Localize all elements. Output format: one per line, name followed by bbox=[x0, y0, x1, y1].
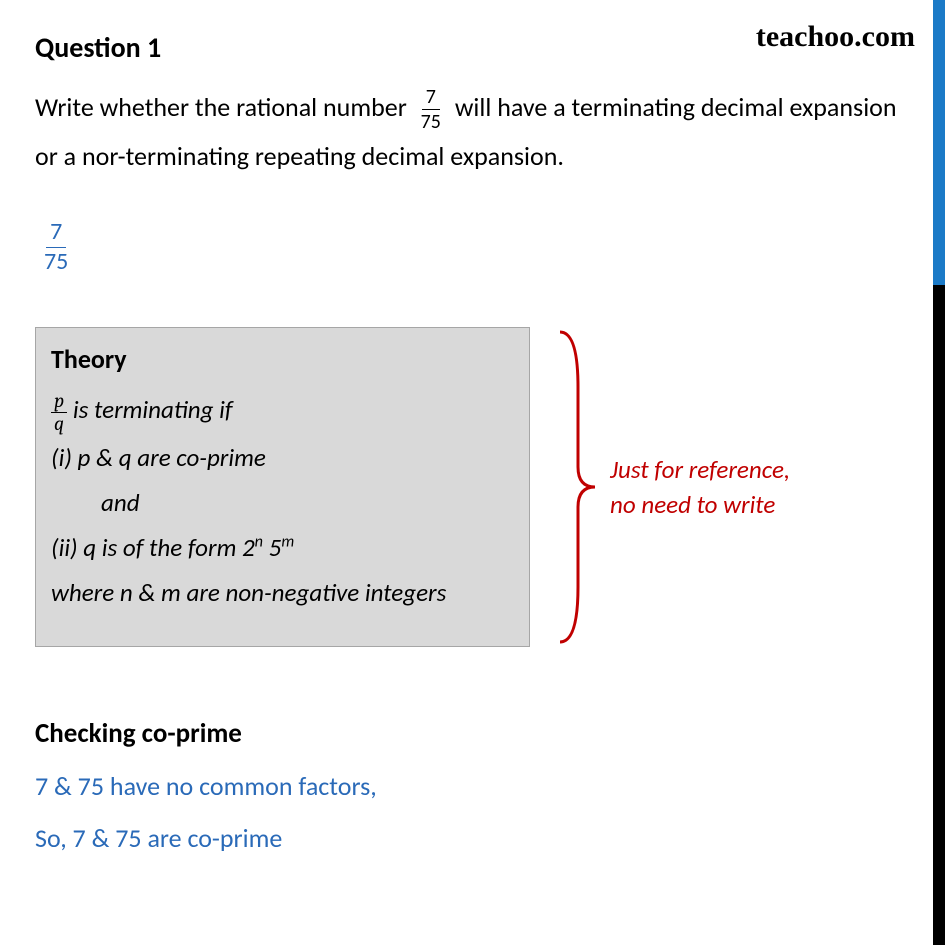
t4-sup1: n bbox=[255, 532, 263, 551]
q-fraction: 7 75 bbox=[417, 85, 445, 134]
theory-line1: p q is terminating if bbox=[51, 387, 509, 435]
theory-label: Theory bbox=[51, 343, 509, 375]
q-pre: Write whether the rational number bbox=[35, 91, 407, 123]
ann-line1: Just for reference, bbox=[610, 454, 790, 485]
checking-line2: So, 7 & 75 are co-prime bbox=[35, 822, 905, 854]
pq-den: q bbox=[51, 413, 67, 435]
sf-num: 7 bbox=[46, 218, 66, 248]
annotation-text: Just for reference, no need to write bbox=[610, 452, 790, 522]
brand-logo: teachoo.com bbox=[756, 20, 915, 54]
checking-line1: 7 & 75 have no common factors, bbox=[35, 770, 905, 802]
theory-line3: and bbox=[101, 480, 509, 525]
t4-pre: (ii) q is of the form 2 bbox=[51, 532, 255, 563]
stripe-black bbox=[933, 285, 945, 945]
checking-title: Checking co-prime bbox=[35, 717, 905, 750]
ann-line2: no need to write bbox=[610, 489, 775, 520]
checking-section: Checking co-prime 7 & 75 have no common … bbox=[35, 717, 905, 854]
t4-mid: 5 bbox=[263, 532, 281, 563]
standalone-fraction: 7 75 bbox=[35, 218, 905, 317]
pq-fraction: p q bbox=[51, 390, 67, 435]
theory-box: Theory p q is terminating if (i) p & q a… bbox=[35, 327, 530, 647]
theory-row: Theory p q is terminating if (i) p & q a… bbox=[35, 327, 905, 647]
theory-line5: where n & m are non-negative integers bbox=[51, 570, 509, 615]
t4-sup2: m bbox=[281, 532, 294, 551]
t-line1-post: is terminating if bbox=[67, 394, 232, 425]
theory-line4: (ii) q is of the form 2n 5m bbox=[51, 525, 509, 570]
page-content: Question 1 Write whether the rational nu… bbox=[0, 0, 945, 904]
q-frac-den: 75 bbox=[417, 110, 445, 134]
question-text: Write whether the rational number 7 75 w… bbox=[35, 85, 905, 178]
theory-line2: (i) p & q are co-prime bbox=[51, 435, 509, 480]
q-frac-num: 7 bbox=[422, 85, 440, 110]
sf-den: 75 bbox=[40, 248, 72, 277]
pq-num: p bbox=[51, 390, 67, 413]
stripe-blue bbox=[933, 0, 945, 285]
curly-brace-icon bbox=[550, 327, 600, 647]
